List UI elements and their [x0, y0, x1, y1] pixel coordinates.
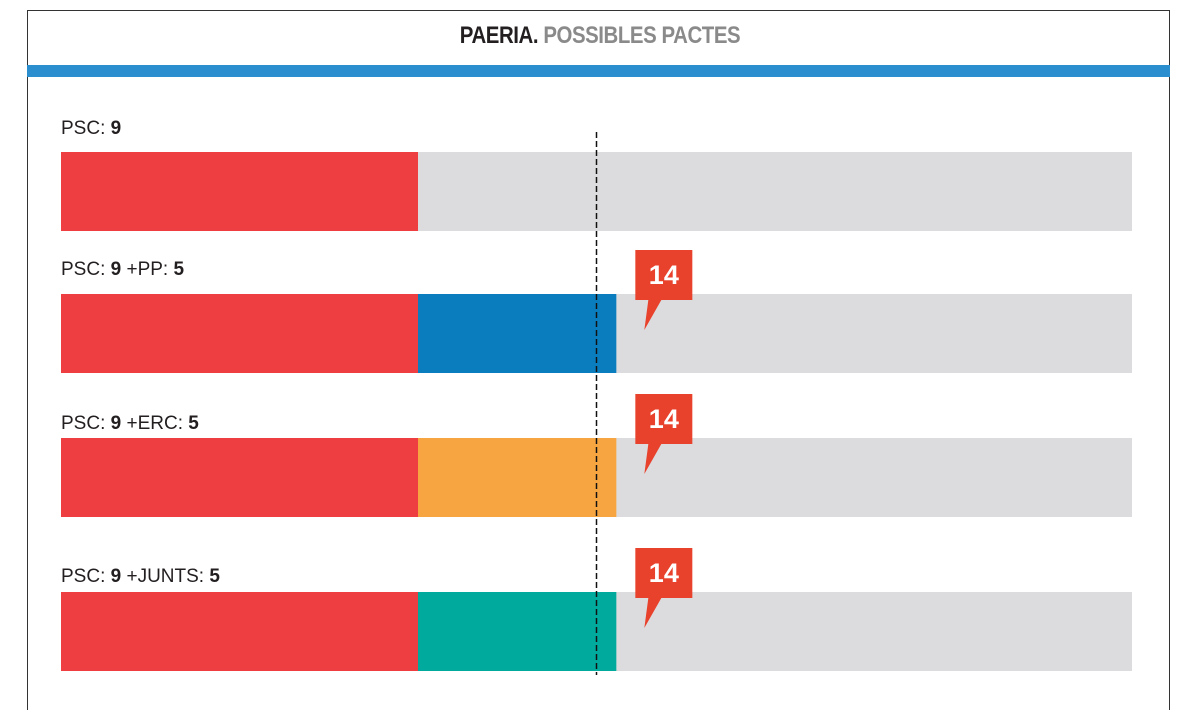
title-main: PAERIA. [459, 22, 539, 49]
chart-title: PAERIA. POSSIBLES PACTES [90, 22, 1110, 50]
bar-segment-pp [418, 294, 617, 373]
header-stripe [27, 65, 1170, 77]
bar-chart: PSC: 9 PSC: 9 +PP: 5 14 PSC: 9 +ERC: 5 14 PSC… [61, 118, 1132, 675]
callout-value: 14 [649, 260, 679, 290]
bar-segment-psc [61, 152, 418, 231]
callout-value: 14 [649, 404, 679, 434]
bar-segment-psc [61, 294, 418, 373]
chart-frame [27, 10, 1170, 710]
bar-segment-psc [61, 592, 418, 671]
bar-segment-junts [418, 592, 617, 671]
row-label: PSC: 9 [61, 118, 121, 139]
callout-bubble [635, 394, 693, 474]
title-sub: POSSIBLES PACTES [543, 22, 741, 49]
row-label: PSC: 9 +PP: 5 [61, 259, 184, 280]
callout-bubble [635, 250, 693, 330]
callout-bubble [635, 548, 693, 628]
bar-segment-erc [418, 438, 617, 517]
callout-value: 14 [649, 558, 679, 588]
row-label: PSC: 9 +JUNTS: 5 [61, 566, 220, 587]
bar-segment-psc [61, 438, 418, 517]
row-label: PSC: 9 +ERC: 5 [61, 413, 199, 434]
